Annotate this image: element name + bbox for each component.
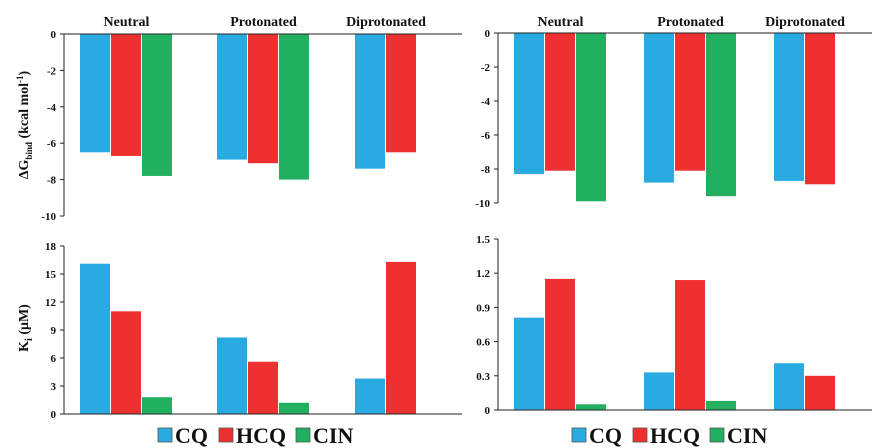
y-tick-label: 3 xyxy=(51,381,57,393)
legend-label-hcq: HCQ xyxy=(650,423,700,448)
y-tick-label: 0 xyxy=(485,28,491,40)
bar-hcq xyxy=(545,278,575,410)
bar-cq xyxy=(80,263,110,414)
group-label: Neutral xyxy=(104,15,150,30)
ki-axis-label: Ki (μM) xyxy=(17,304,35,352)
y-tick-label: -6 xyxy=(47,138,57,150)
legend-swatch-cq xyxy=(571,427,587,443)
legend-right: CQ HCQ CIN xyxy=(571,423,767,448)
bar-cin xyxy=(576,33,606,202)
legend-swatch-cq xyxy=(157,427,173,443)
y-tick-label: -10 xyxy=(475,198,490,210)
bar-cin xyxy=(576,404,606,410)
bar-cq xyxy=(644,33,674,183)
y-tick-label: -10 xyxy=(41,211,56,223)
bar-hcq xyxy=(386,261,416,414)
legend-label-cin: CIN xyxy=(727,423,767,448)
bar-hcq xyxy=(545,33,575,171)
bar-cq xyxy=(514,317,544,410)
bar-cq xyxy=(644,372,674,410)
y-tick-label: -2 xyxy=(481,62,491,74)
y-tick-label: 1.2 xyxy=(476,268,490,280)
bar-cq xyxy=(217,337,247,414)
y-tick-label: 9 xyxy=(51,325,57,337)
y-tick-label: 0.9 xyxy=(476,302,490,314)
y-tick-label: -2 xyxy=(47,65,57,77)
bar-hcq xyxy=(248,34,278,164)
y-tick-label: 6 xyxy=(51,353,57,365)
dg-axis-label: ΔGbind (kcal mol-1) xyxy=(15,70,34,179)
group-label: Diprotonated xyxy=(346,15,426,30)
bar-cq xyxy=(514,33,544,175)
group-label: Diprotonated xyxy=(765,15,845,30)
bar-hcq xyxy=(805,375,835,410)
y-tick-label: 12 xyxy=(45,297,57,309)
y-tick-label: 18 xyxy=(45,241,57,253)
bar-cin xyxy=(706,400,736,410)
bar-cin xyxy=(279,402,309,414)
group-label: Neutral xyxy=(538,15,584,30)
legend-left: CQ HCQ CIN xyxy=(157,423,353,448)
chart-panel: 0 -2 -4 -6 -8 -10 Neutral Protonated Diprotonate… xyxy=(475,15,872,210)
bar-cq xyxy=(774,33,804,181)
bar-cq xyxy=(355,378,385,414)
bar-cq xyxy=(355,34,385,169)
bar-cin xyxy=(279,34,309,180)
y-tick-label: 0.6 xyxy=(476,337,490,349)
bar-cin xyxy=(706,33,736,197)
legend-swatch-cin xyxy=(709,427,725,443)
y-tick-label: -8 xyxy=(47,175,57,187)
bar-hcq xyxy=(805,33,835,185)
legend-label-hcq: HCQ xyxy=(236,423,286,448)
y-tick-label: 1.5 xyxy=(476,234,490,246)
group-label: Protonated xyxy=(230,15,297,30)
bar-cq xyxy=(80,34,110,153)
y-tick-label: 0 xyxy=(51,409,57,421)
bar-hcq xyxy=(111,34,141,156)
legend-swatch-cin xyxy=(295,427,311,443)
bar-cin xyxy=(142,397,172,414)
y-tick-label: -6 xyxy=(481,130,491,142)
bar-hcq xyxy=(675,280,705,410)
bar-cq xyxy=(217,34,247,160)
chart-panel: 0 3 6 9 12 15 18 xyxy=(45,241,462,421)
bar-hcq xyxy=(111,311,141,414)
legend-label-cq: CQ xyxy=(589,423,622,448)
y-tick-label: -4 xyxy=(481,96,491,108)
legend-swatch-hcq xyxy=(632,427,648,443)
bar-hcq xyxy=(248,361,278,414)
y-tick-label: 0 xyxy=(485,405,491,417)
bar-cin xyxy=(142,34,172,176)
y-tick-label: 0 xyxy=(51,29,57,41)
panels: 0 -2 -4 -6 -8 -10 Neutral Protonated Diprotonate… xyxy=(41,15,872,421)
legend-label-cq: CQ xyxy=(175,423,208,448)
y-tick-label: 0.3 xyxy=(476,371,490,383)
bar-hcq xyxy=(675,33,705,171)
bar-hcq xyxy=(386,34,416,153)
legend-swatch-hcq xyxy=(218,427,234,443)
y-tick-label: -4 xyxy=(47,102,57,114)
y-tick-label: -8 xyxy=(481,164,491,176)
group-label: Protonated xyxy=(657,15,724,30)
chart-panel: 0 -2 -4 -6 -8 -10 Neutral Protonated Diprotonate… xyxy=(41,15,462,223)
bar-cq xyxy=(774,363,804,410)
legend-label-cin: CIN xyxy=(313,423,353,448)
chart-panel: 0 0.3 0.6 0.9 1.2 1.5 xyxy=(476,234,872,417)
y-tick-label: 15 xyxy=(45,269,57,281)
